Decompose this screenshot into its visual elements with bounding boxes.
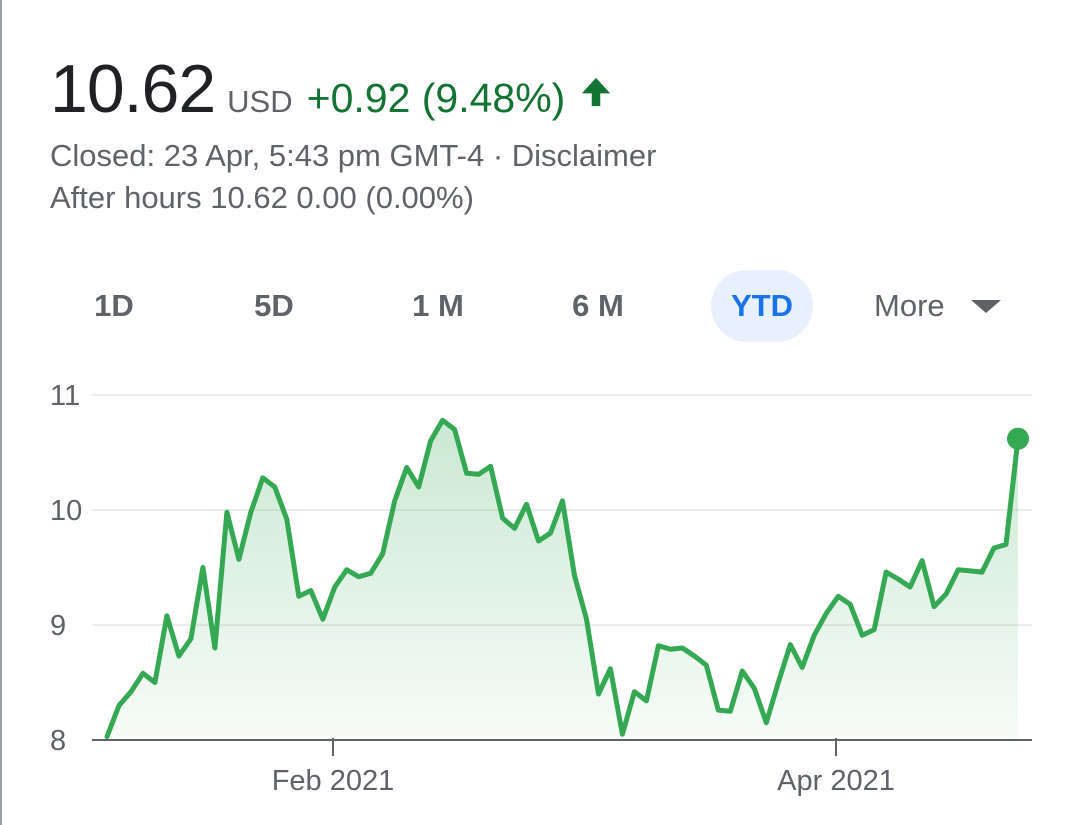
arrow-up-icon [582,77,611,107]
more-label: More [874,288,945,323]
y-tick-label: 8 [50,725,66,757]
last-price-point[interactable] [1007,427,1029,450]
caret-down-icon [970,299,1001,313]
more-ranges-button[interactable]: More [874,270,1001,342]
quote-header: 10.62 USD +0.92 (9.48%) [50,50,613,130]
tab-5d[interactable]: 5D [254,288,294,323]
after-hours-line: After hours 10.62 0.00 (0.00%) [50,180,474,215]
price-chart: 11 10 9 8 Feb 2021 Apr 2021 [50,380,1032,797]
price-area-fill [107,420,1018,740]
currency-label: USD [227,84,293,119]
x-axis-labels: Feb 2021 Apr 2021 [272,738,895,797]
y-tick-label: 10 [50,495,82,527]
y-tick-label: 9 [50,610,66,642]
tab-1d[interactable]: 1D [94,288,134,323]
current-price: 10.62 [50,51,216,127]
window-edge [0,0,2,825]
price-change: +0.92 (9.48%) [306,75,566,121]
x-tick-label: Feb 2021 [272,765,395,797]
tab-1m[interactable]: 1 M [412,288,464,323]
y-tick-label: 11 [50,380,80,412]
range-tabs: 1D 5D 1 M 6 M YTD More [52,270,1032,342]
tab-6m[interactable]: 6 M [572,288,624,323]
tab-ytd[interactable]: YTD [711,270,813,342]
market-status-line: Closed: 23 Apr, 5:43 pm GMT-4 · Disclaim… [50,138,657,173]
x-tick-label: Apr 2021 [777,765,895,797]
price-line [104,417,1021,740]
y-axis-labels: 11 10 9 8 [50,380,82,757]
